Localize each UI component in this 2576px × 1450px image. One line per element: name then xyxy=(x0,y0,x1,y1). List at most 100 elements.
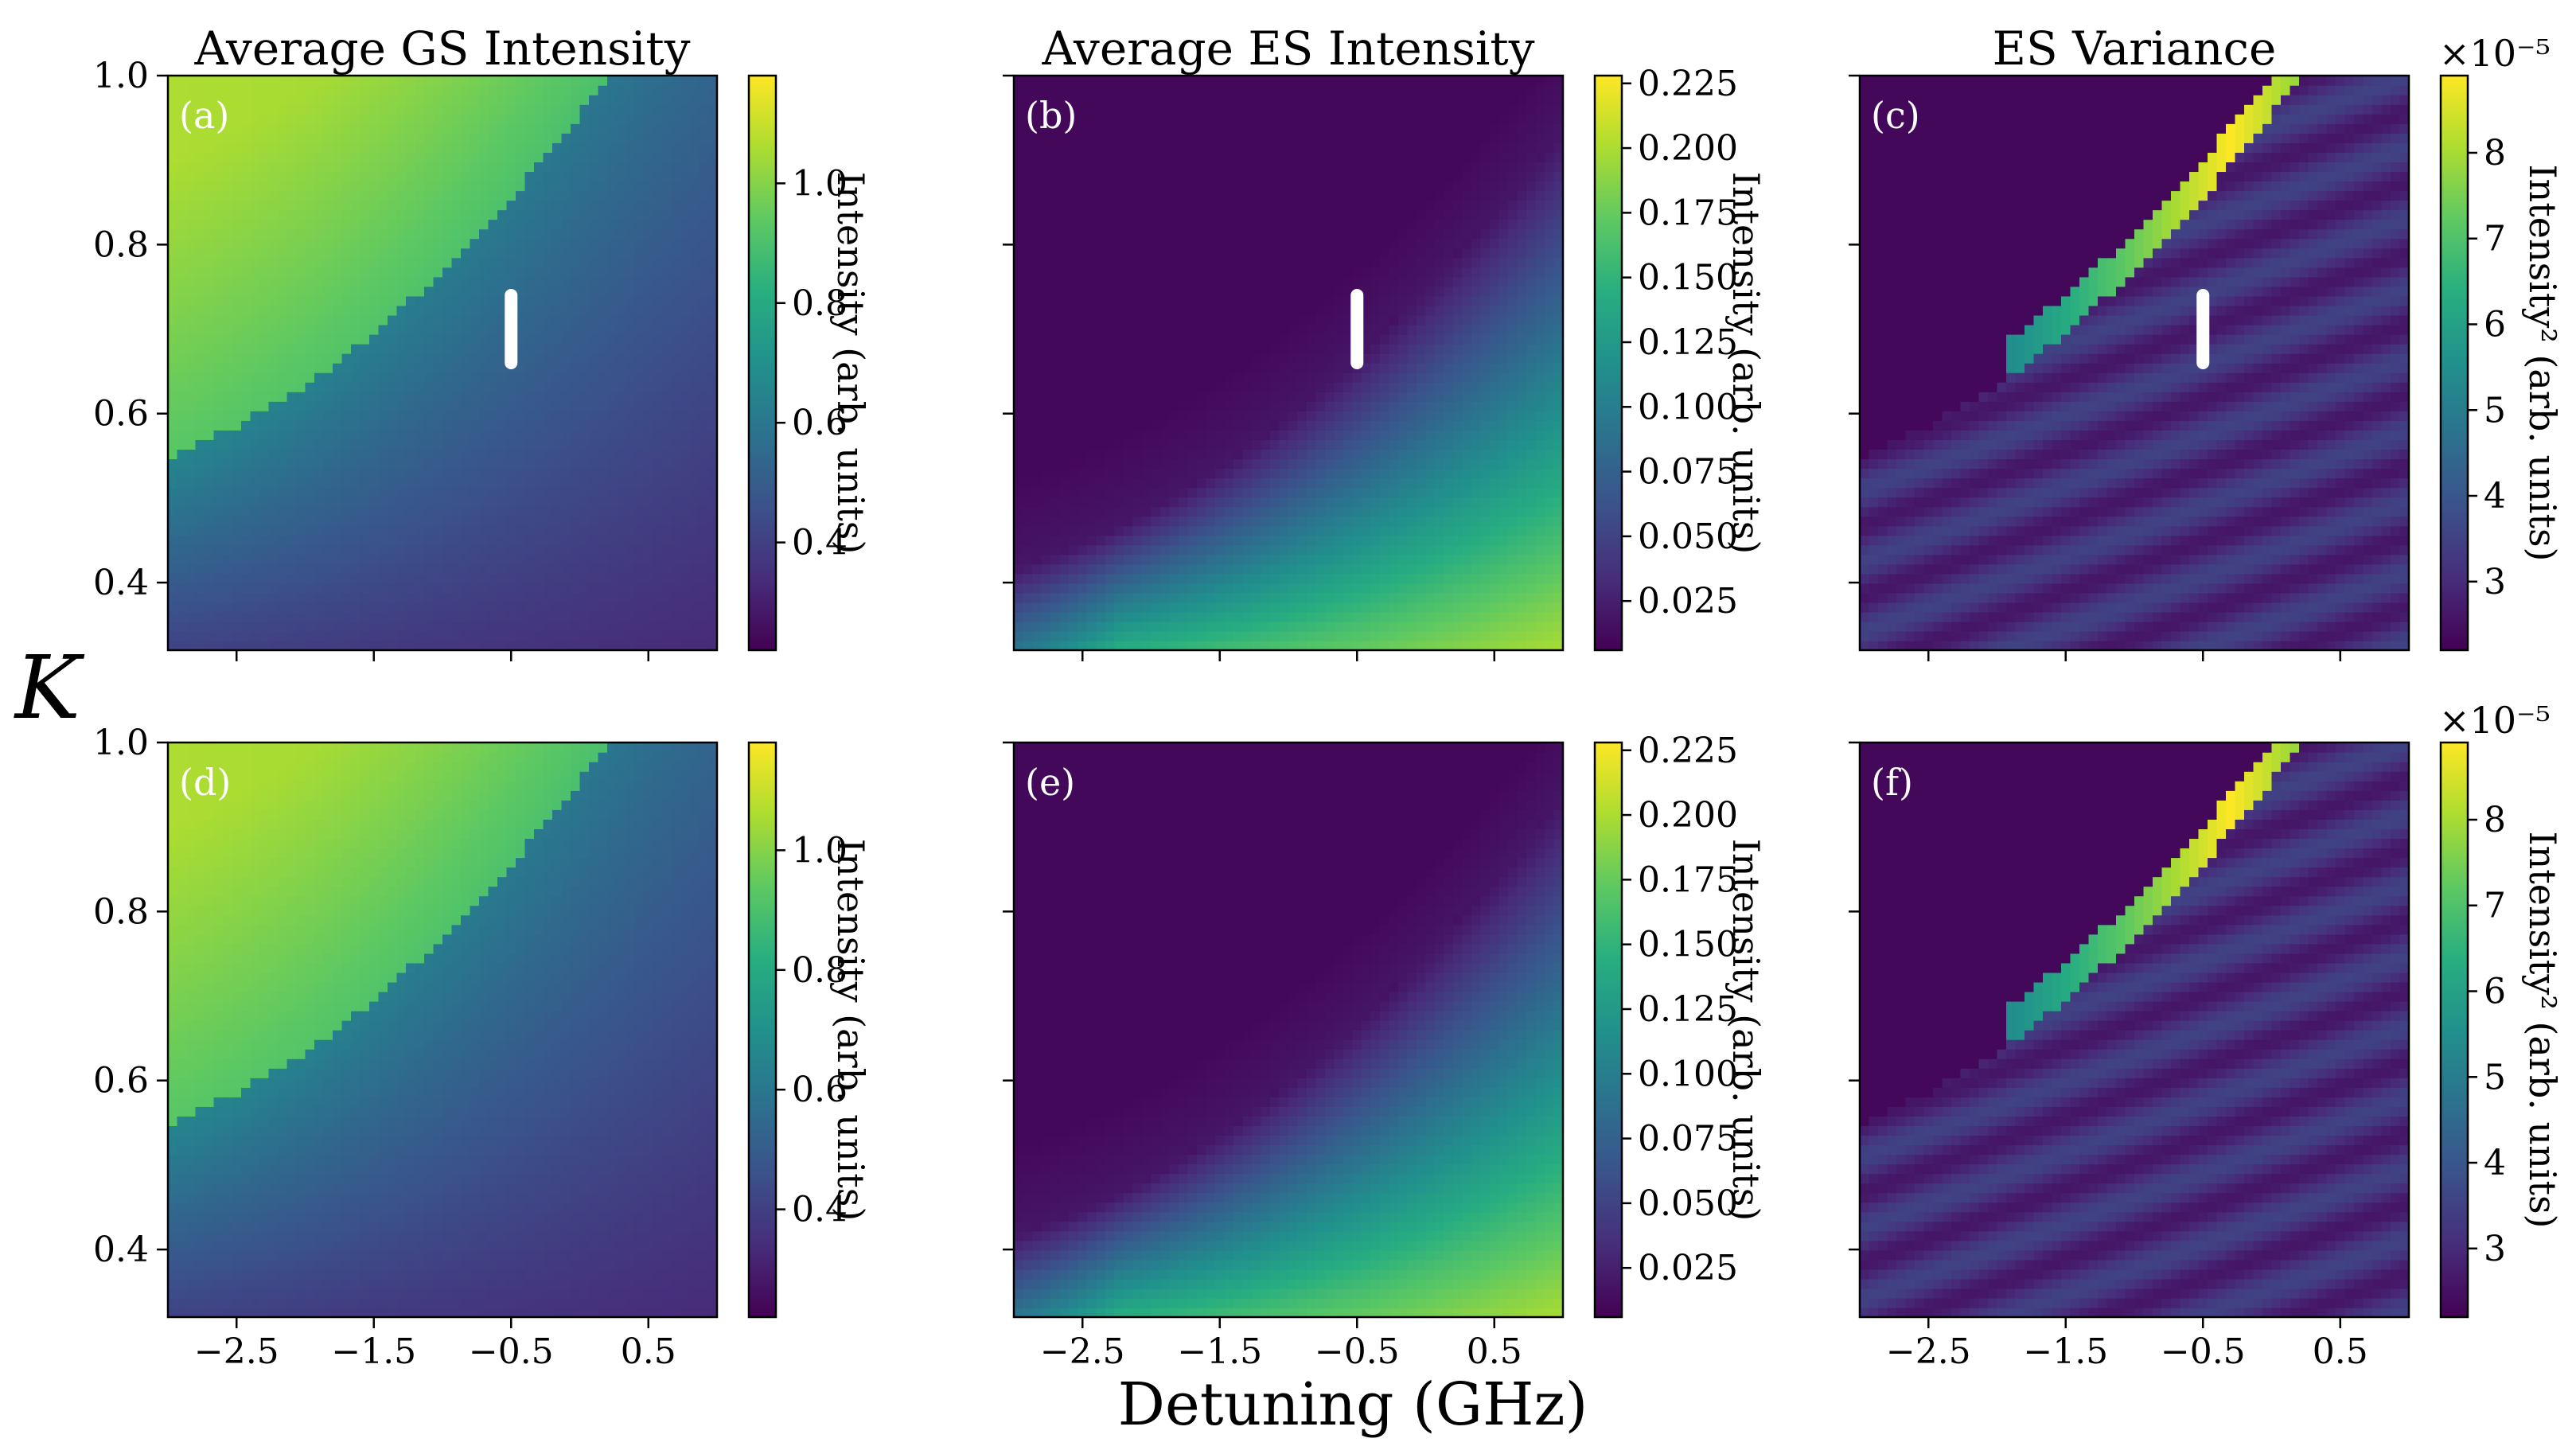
heatmap-cell xyxy=(314,76,325,86)
heatmap-cell xyxy=(442,104,453,115)
heatmap-cell xyxy=(333,640,343,651)
heatmap-cell xyxy=(497,382,508,392)
heatmap-cell xyxy=(506,248,516,259)
heatmap-cell xyxy=(232,544,242,555)
heatmap-cell xyxy=(506,267,516,278)
heatmap-cell xyxy=(1160,468,1171,479)
heatmap-cell xyxy=(186,516,197,527)
heatmap-cell xyxy=(406,200,416,211)
heatmap-cell xyxy=(1078,95,1088,105)
heatmap-cell xyxy=(680,602,691,613)
heatmap-cell xyxy=(497,401,508,411)
heatmap-cell xyxy=(406,468,416,479)
heatmap-cell xyxy=(616,363,626,373)
heatmap-cell xyxy=(213,497,224,508)
heatmap-cell xyxy=(516,592,526,603)
heatmap-cell xyxy=(186,592,197,603)
heatmap-cell xyxy=(369,305,380,316)
heatmap-cell xyxy=(259,382,270,392)
heatmap-cell xyxy=(1041,554,1051,565)
heatmap-cell xyxy=(186,449,197,460)
heatmap-cell xyxy=(168,219,178,230)
heatmap-cell xyxy=(653,392,663,402)
heatmap-cell xyxy=(543,190,553,201)
heatmap-cell xyxy=(644,181,654,192)
heatmap-cell xyxy=(516,535,526,546)
heatmap-cell xyxy=(323,76,333,86)
heatmap-cell xyxy=(250,458,260,470)
heatmap-cell xyxy=(1041,343,1051,354)
heatmap-cell xyxy=(461,630,471,641)
heatmap-cell xyxy=(195,449,205,460)
heatmap-cell xyxy=(1105,104,1116,115)
heatmap-cell xyxy=(424,257,435,268)
heatmap-cell xyxy=(470,449,480,460)
heatmap-cell xyxy=(543,152,553,162)
heatmap-cell xyxy=(406,238,416,249)
heatmap-cell xyxy=(1032,353,1042,364)
heatmap-cell xyxy=(644,411,654,421)
heatmap-cell xyxy=(1132,85,1143,95)
heatmap-cell xyxy=(333,420,343,431)
heatmap-cell xyxy=(1160,324,1171,335)
heatmap-cell xyxy=(278,382,288,392)
heatmap-cell xyxy=(616,257,626,268)
heatmap-cell xyxy=(1124,516,1134,527)
heatmap-cell xyxy=(286,535,297,546)
heatmap-cell xyxy=(589,506,599,517)
heatmap-cell xyxy=(662,583,672,594)
heatmap-cell xyxy=(1206,257,1216,268)
heatmap-cell xyxy=(369,142,380,153)
heatmap-cell xyxy=(351,286,361,297)
heatmap-cell xyxy=(1142,295,1152,306)
heatmap-cell xyxy=(506,152,516,162)
heatmap-cell xyxy=(497,506,508,517)
heatmap-cell xyxy=(699,621,709,632)
heatmap-cell xyxy=(1069,506,1079,517)
panel-b: Average ES Intensity(b)0.0250.0500.0750.… xyxy=(1003,21,1767,661)
heatmap-cell xyxy=(470,592,480,603)
heatmap-cell xyxy=(259,95,270,105)
heatmap-cell xyxy=(1041,276,1051,287)
heatmap-cell xyxy=(1032,181,1042,192)
heatmap-cell xyxy=(479,295,489,306)
heatmap-cell xyxy=(415,238,425,249)
heatmap-cell xyxy=(378,95,388,105)
heatmap-cell xyxy=(388,238,398,249)
heatmap-cell xyxy=(488,190,498,201)
heatmap-cell xyxy=(223,257,233,268)
heatmap-cell xyxy=(296,583,306,594)
heatmap-cell xyxy=(470,430,480,440)
heatmap-cell xyxy=(699,468,709,479)
heatmap-cell xyxy=(470,468,480,479)
heatmap-cell xyxy=(278,602,288,613)
heatmap-cell xyxy=(662,248,672,259)
heatmap-cell xyxy=(1197,104,1207,115)
heatmap-cell xyxy=(1169,171,1179,182)
heatmap-cell xyxy=(232,104,242,115)
heatmap-cell xyxy=(1087,171,1097,182)
heatmap-cell xyxy=(424,583,435,594)
heatmap-cell xyxy=(1179,535,1189,546)
heatmap-cell xyxy=(534,401,544,411)
heatmap-cell xyxy=(268,430,279,440)
heatmap-cell xyxy=(1032,123,1042,134)
heatmap-cell xyxy=(479,162,489,173)
heatmap-cell xyxy=(662,314,672,325)
heatmap-cell xyxy=(396,363,407,373)
heatmap-cell xyxy=(1187,343,1198,354)
heatmap-cell xyxy=(378,449,388,460)
heatmap-cell xyxy=(259,621,270,632)
heatmap-cell xyxy=(1014,392,1024,402)
heatmap-cell xyxy=(488,162,498,173)
heatmap-cell xyxy=(1179,382,1189,392)
heatmap-cell xyxy=(488,200,498,211)
heatmap-cell xyxy=(406,324,416,335)
heatmap-cell xyxy=(323,267,333,278)
heatmap-cell xyxy=(1078,554,1088,565)
heatmap-cell xyxy=(1132,314,1143,325)
heatmap-cell xyxy=(598,439,608,450)
heatmap-cell xyxy=(488,142,498,153)
heatmap-cell xyxy=(1151,190,1161,201)
heatmap-cell xyxy=(213,525,224,536)
